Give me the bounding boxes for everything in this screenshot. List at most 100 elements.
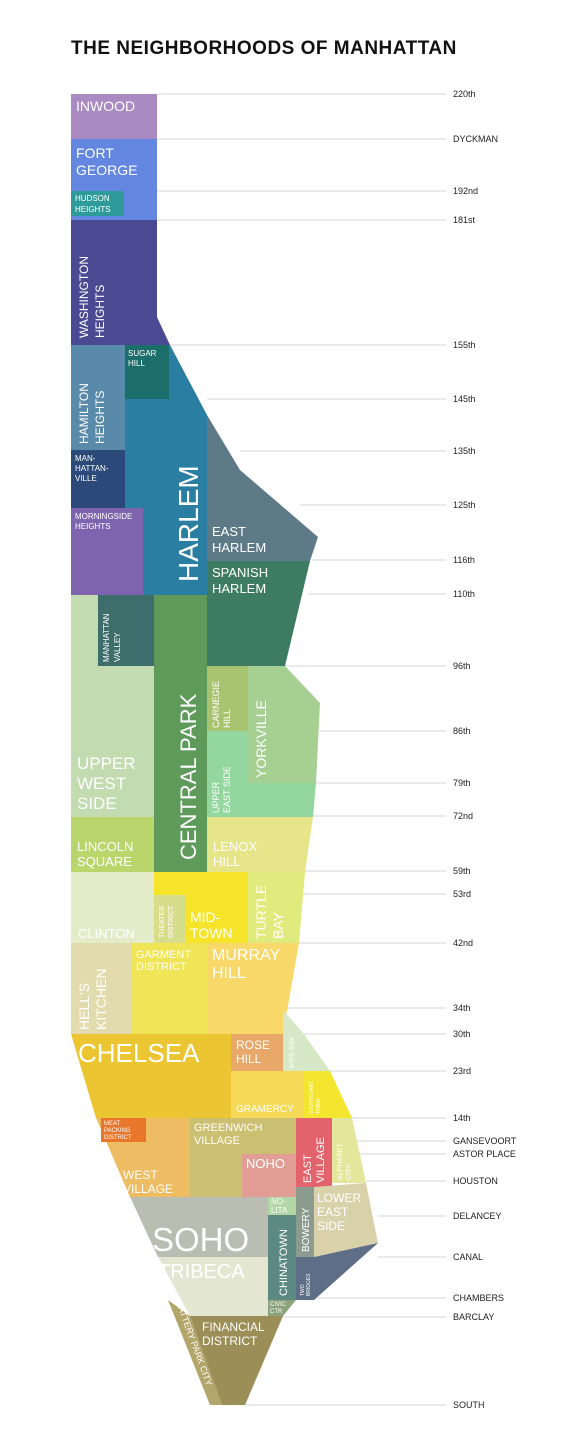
street-label: 110th: [453, 589, 475, 599]
label-morningside-heights-1: MORNINGSIDE: [75, 512, 132, 521]
label-hamilton-heights-2: HEIGHTS: [93, 391, 107, 444]
label-midtown-2: TOWN: [190, 925, 233, 941]
region-tribeca: [158, 1257, 268, 1316]
label-yorkville: YORKVILLE: [253, 700, 269, 778]
label-east-harlem-2: HARLEM: [212, 540, 266, 555]
street-label: 30th: [453, 1029, 471, 1039]
street-label: GANSEVOORT: [453, 1136, 517, 1146]
label-kips-bay: KIPS BAY: [289, 1036, 296, 1068]
label-gramercy: GRAMERCY: [236, 1104, 294, 1115]
region-greenwich-village: [190, 1118, 296, 1197]
region-rose-hill: [231, 1034, 283, 1071]
label-two-bridges-2: BRIDGES: [306, 1273, 312, 1296]
street-label: BARCLAY: [453, 1312, 494, 1322]
label-sugar-hill-2: HILL: [128, 359, 145, 368]
region-sugar-hill: [125, 345, 169, 399]
label-hamilton-heights-1: HAMILTON: [77, 383, 91, 444]
label-garment-district-1: GARMENT: [136, 949, 191, 961]
region-noho: [242, 1154, 296, 1197]
label-washington-heights-2: HEIGHTS: [93, 285, 107, 338]
label-murray-hill-1: MURRAY: [212, 947, 280, 964]
label-greenwich-village-1: GREENWICH: [194, 1122, 263, 1134]
label-inwood: INWOOD: [76, 98, 135, 114]
street-label: 42nd: [453, 938, 473, 948]
label-lincoln-square-2: SQUARE: [77, 854, 132, 869]
label-west-village-1: WEST: [123, 1168, 158, 1182]
label-alphabet-city-1: ALPHABET: [337, 1143, 344, 1180]
street-labels: 220th DYCKMAN 192nd 181st 155th 145th 135th 125…: [453, 89, 517, 1410]
street-label: ASTOR PLACE: [453, 1149, 516, 1159]
label-spanish-harlem-2: HARLEM: [212, 581, 266, 596]
label-turtle-bay-1: TURTLE: [253, 885, 269, 939]
region-chinatown: [268, 1215, 296, 1300]
region-murray-hill: [207, 943, 299, 1034]
region-lenox-hill: [207, 817, 313, 872]
label-chinatown: CHINATOWN: [278, 1229, 290, 1296]
region-east-village: [296, 1118, 332, 1187]
region-manhattanville: [71, 450, 125, 508]
region-stuyvesant-town: [304, 1071, 352, 1118]
region-hamilton-heights: [71, 345, 125, 450]
label-alphabet-city-2: CITY: [346, 1164, 353, 1180]
street-label: 86th: [453, 726, 471, 736]
label-morningside-heights-2: HEIGHTS: [75, 522, 111, 531]
street-label: 181st: [453, 215, 476, 225]
region-spanish-harlem: [207, 561, 310, 666]
label-tribeca: TRIBECA: [158, 1261, 245, 1283]
label-financial-district-2: DISTRICT: [202, 1334, 258, 1348]
label-theater-district-1: THEATER: [159, 906, 166, 938]
region-two-bridges: [296, 1243, 378, 1300]
street-label: SOUTH: [453, 1400, 485, 1410]
region-chelsea: [71, 1034, 231, 1118]
label-central-park: CENTRAL PARK: [176, 693, 201, 860]
region-clinton: [71, 872, 154, 943]
label-lower-east-side-3: SIDE: [317, 1219, 345, 1233]
map-title: THE NEIGHBORHOODS OF MANHATTAN: [71, 38, 457, 59]
region-manhattan-valley: [98, 595, 154, 666]
region-hells-kitchen: [71, 943, 131, 1034]
label-spanish-harlem-1: SPANISH: [212, 565, 268, 580]
region-morningside-heights: [71, 508, 143, 595]
region-soho: [130, 1197, 268, 1257]
street-label: 34th: [453, 1003, 471, 1013]
street-label: 192nd: [453, 186, 478, 196]
region-east-harlem: [207, 415, 318, 561]
street-label: 125th: [453, 500, 476, 510]
label-carnegie-hill-2: HILL: [222, 709, 232, 728]
label-bowery: BOWERY: [301, 1207, 312, 1252]
label-upper-west-side-1: UPPER: [77, 754, 136, 773]
region-turtle-bay: [248, 872, 305, 943]
region-financial-district: [190, 1316, 283, 1405]
region-theater-district: [154, 895, 186, 943]
street-label: DELANCEY: [453, 1211, 502, 1221]
label-soho: SOHO: [152, 1221, 249, 1258]
label-upper-west-side-2: WEST: [77, 774, 126, 793]
label-lenox-hill-1: LENOX: [213, 839, 257, 854]
street-label: 145th: [453, 394, 476, 404]
label-meat-packing-1: MEAT: [104, 1121, 121, 1127]
label-manhattanville-3: VILLE: [75, 474, 97, 483]
region-gramercy: [231, 1071, 304, 1118]
label-chelsea: CHELSEA: [78, 1038, 200, 1068]
label-manhattanville-2: HATTAN-: [75, 464, 109, 473]
label-east-village-1: EAST: [302, 1154, 314, 1183]
region-inwood: [71, 94, 157, 139]
label-manhattan-valley-2: VALLEY: [113, 632, 122, 662]
region-battery-park-city: [168, 1300, 222, 1405]
label-greenwich-village-2: VILLAGE: [194, 1135, 240, 1147]
region-garment-district: [131, 943, 207, 1034]
label-meat-packing-3: DISTRICT: [104, 1135, 132, 1141]
label-lower-east-side-2: EAST: [317, 1205, 349, 1219]
street-label: 59th: [453, 866, 471, 876]
region-lincoln-square: [71, 817, 154, 872]
label-civic-center-2: CTR: [270, 1309, 283, 1315]
label-rose-hill-2: HILL: [236, 1052, 262, 1066]
region-hudson-heights: [71, 191, 124, 216]
label-manhattan-valley-1: MANHATTAN: [102, 613, 111, 662]
label-carnegie-hill-1: CARNEGIE: [211, 681, 221, 728]
region-central-park: [154, 595, 207, 872]
street-label: 96th: [453, 661, 471, 671]
street-label: 220th: [453, 89, 476, 99]
street-label: HOUSTON: [453, 1176, 498, 1186]
label-two-bridges-1: TWO: [300, 1284, 306, 1296]
